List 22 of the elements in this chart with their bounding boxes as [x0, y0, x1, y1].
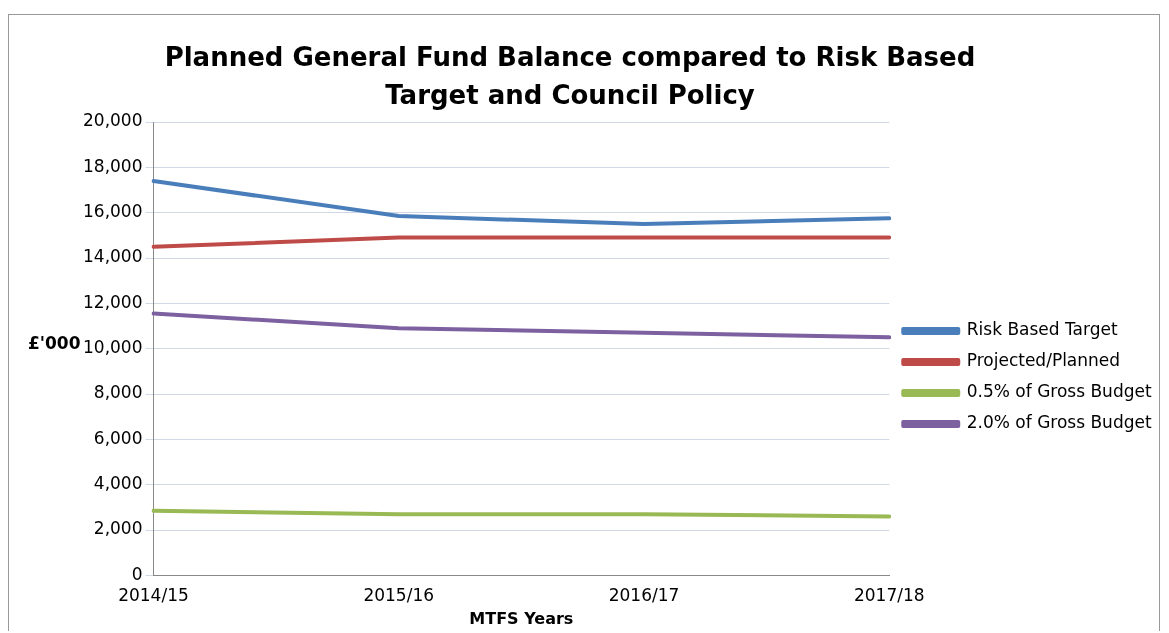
x-tick-label: 2015/16 — [363, 585, 435, 606]
x-tick-label: 2014/15 — [118, 585, 189, 606]
y-tick-label: 14,000 — [83, 246, 143, 267]
y-tick-label: 0 — [131, 563, 143, 584]
y-axis-title: £'000 — [28, 333, 81, 353]
y-tick-label: 8,000 — [93, 382, 143, 403]
y-tick-label: 18,000 — [83, 155, 143, 176]
legend-label: 0.5% of Gross Budget — [966, 381, 1152, 402]
y-tick-label: 20,000 — [83, 110, 143, 131]
legend-label: Projected/Planned — [966, 350, 1121, 371]
x-tick-label: 2017/18 — [853, 585, 925, 606]
legend-label: Risk Based Target — [966, 319, 1118, 340]
y-tick-label: 10,000 — [83, 337, 143, 358]
x-axis-title: MTFS Years — [469, 608, 574, 628]
y-tick-label: 4,000 — [93, 473, 143, 494]
y-tick-label: 12,000 — [83, 291, 143, 312]
chart-title: Planned General Fund Balance compared to Risk Based Target and Council Policy — [164, 42, 976, 110]
y-tick-label: 2,000 — [93, 518, 143, 539]
x-tick-label: 2016/17 — [608, 585, 680, 606]
y-tick-label: 6,000 — [93, 427, 143, 448]
legend-label: 2.0% of Gross Budget — [966, 412, 1152, 433]
y-tick-label: 16,000 — [83, 201, 143, 222]
